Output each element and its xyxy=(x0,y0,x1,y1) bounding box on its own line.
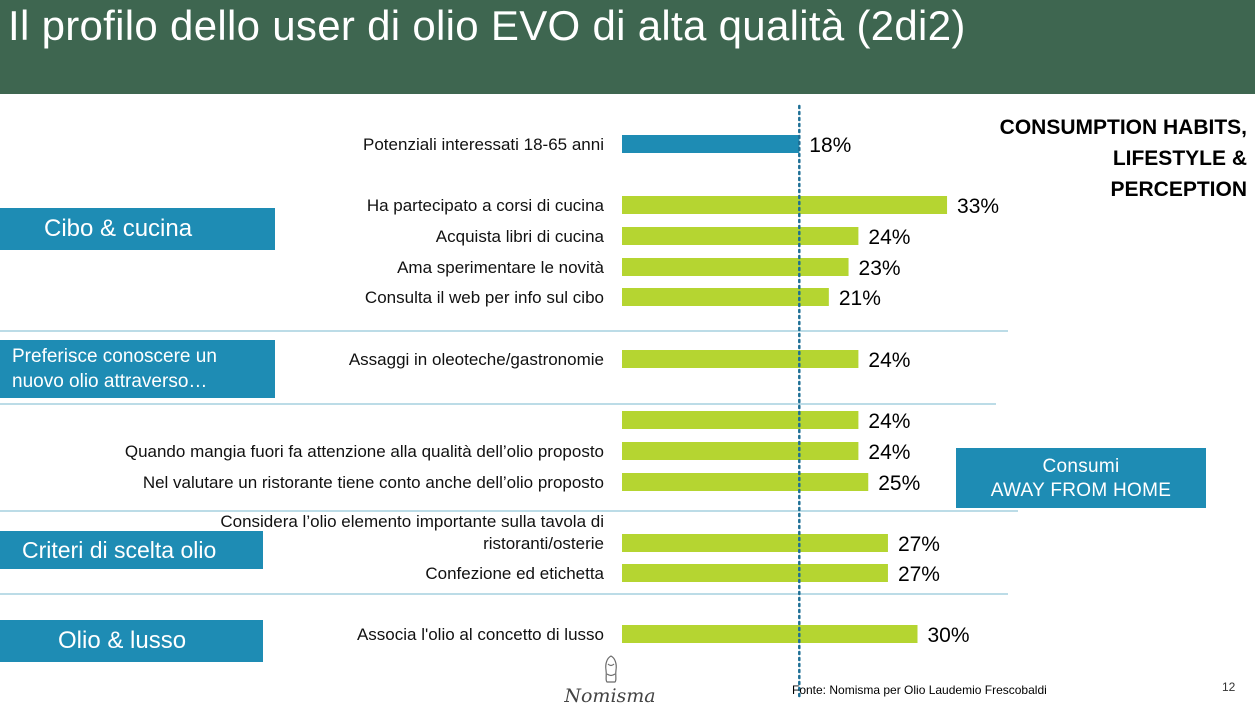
source-note: Fonte: Nomisma per Olio Laudemio Frescob… xyxy=(792,683,1047,697)
category-label: Cibo & cucina xyxy=(44,215,193,242)
category-olio-lusso: Olio & lusso xyxy=(0,620,263,662)
value-label: 23% xyxy=(859,257,901,280)
value-label: 24% xyxy=(868,441,910,464)
section-heading-line: PERCEPTION xyxy=(1110,178,1247,201)
section-heading-line: LIFESTYLE & xyxy=(1112,147,1247,170)
nomisma-logo: Nomisma xyxy=(563,655,656,707)
value-label: 25% xyxy=(878,472,920,495)
section-heading: CONSUMPTION HABITS, LIFESTYLE & PERCEPTI… xyxy=(1000,112,1247,205)
category-label: Criteri di scelta olio xyxy=(22,536,217,563)
category-label: Considera l’olio elemento importante sul… xyxy=(220,512,604,531)
logo-wordmark: Nomisma xyxy=(563,685,655,707)
bar xyxy=(622,227,859,245)
category-label: ristoranti/osterie xyxy=(483,534,604,553)
value-label: 24% xyxy=(868,226,910,249)
value-label: 18% xyxy=(809,134,851,157)
category-label-line: nuovo olio attraverso… xyxy=(12,371,208,392)
nomisma-crest-icon xyxy=(605,655,617,683)
page-number: 12 xyxy=(1222,680,1236,694)
bar xyxy=(622,411,859,429)
away-from-home-box: Consumi AWAY FROM HOME xyxy=(956,448,1206,508)
value-label: 30% xyxy=(928,624,970,647)
bar xyxy=(622,534,888,552)
category-label: Assaggi in oleoteche/gastronomie xyxy=(349,350,604,369)
value-label: 24% xyxy=(868,410,910,433)
bar xyxy=(622,625,918,643)
bar xyxy=(622,473,869,491)
value-label: 27% xyxy=(898,533,940,556)
category-label: Ha partecipato a corsi di cucina xyxy=(367,196,605,215)
section-heading-line: CONSUMPTION HABITS, xyxy=(999,116,1247,139)
bar xyxy=(622,135,800,153)
bar xyxy=(622,196,948,214)
category-label: Nel valutare un ristorante tiene conto a… xyxy=(143,473,604,492)
category-criteri-scelta: Criteri di scelta olio xyxy=(0,531,263,569)
category-label: Consulta il web per info sul cibo xyxy=(365,288,604,307)
bar xyxy=(622,442,859,460)
value-label: 21% xyxy=(839,287,881,310)
category-label: Ama sperimentare le novità xyxy=(397,258,604,277)
category-label: Quando mangia fuori fa attenzione alla q… xyxy=(125,442,604,461)
slide-title: Il profilo dello user di olio EVO di alt… xyxy=(8,2,966,49)
bar xyxy=(622,258,849,276)
category-nuovo-olio: Preferisce conoscere un nuovo olio attra… xyxy=(0,340,275,398)
away-box-line: AWAY FROM HOME xyxy=(990,480,1172,501)
bar xyxy=(622,564,888,582)
category-label: Associa l'olio al concetto di lusso xyxy=(357,625,604,644)
category-label: Olio & lusso xyxy=(58,627,187,654)
value-label: 27% xyxy=(898,563,940,586)
category-label-line: Preferisce conoscere un xyxy=(12,346,217,367)
value-label: 33% xyxy=(957,195,999,218)
category-cibo-cucina: Cibo & cucina xyxy=(0,208,275,250)
category-label: Acquista libri di cucina xyxy=(436,227,605,246)
bar xyxy=(622,288,829,306)
away-box-line: Consumi xyxy=(1042,456,1120,477)
value-label: 24% xyxy=(868,349,910,372)
title-banner: Il profilo dello user di olio EVO di alt… xyxy=(0,0,1255,94)
category-label: Potenziali interessati 18-65 anni xyxy=(363,135,604,154)
category-label: Confezione ed etichetta xyxy=(425,564,604,583)
bar xyxy=(622,350,859,368)
